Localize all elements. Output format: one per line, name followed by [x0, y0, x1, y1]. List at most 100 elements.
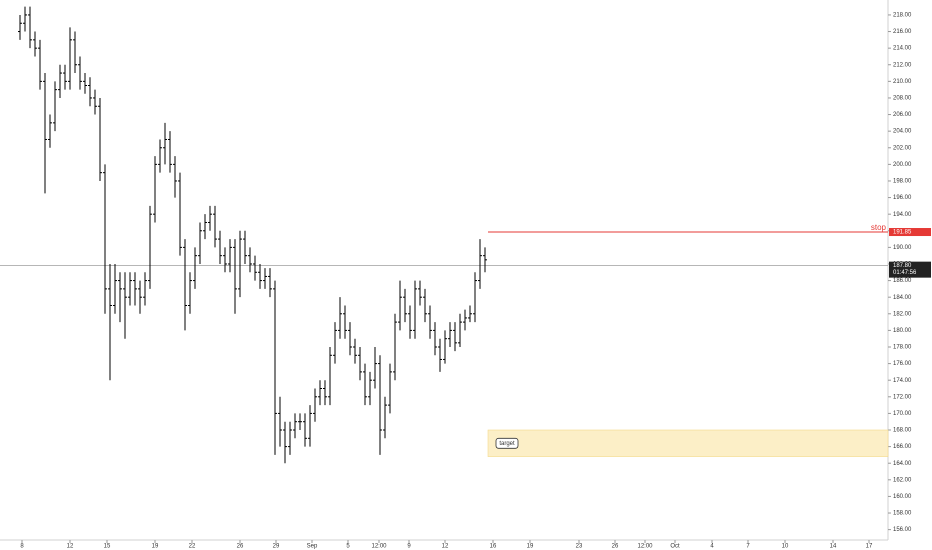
- y-tick-label: 198.00: [893, 179, 912, 185]
- ohlc-bar: [93, 89, 97, 115]
- x-tick-label: 12:00: [637, 544, 653, 550]
- ohlc-bar: [468, 305, 472, 323]
- y-tick-label: 178.00: [893, 345, 912, 351]
- stop-label: stop: [871, 223, 887, 232]
- x-tick-label: Sep: [307, 544, 318, 550]
- x-tick-label: 15: [104, 544, 111, 550]
- ohlc-bar: [78, 56, 82, 90]
- ohlc-bar: [193, 247, 197, 289]
- x-tick-label: 26: [237, 544, 244, 550]
- stop-price-box: [889, 228, 931, 237]
- y-tick-label: 196.00: [893, 195, 912, 201]
- y-tick-label: 180.00: [893, 328, 912, 334]
- ohlc-bar: [188, 272, 192, 314]
- x-tick-label: 19: [152, 544, 159, 550]
- y-tick-label: 158.00: [893, 511, 912, 517]
- x-tick-label: 14: [830, 544, 837, 550]
- ohlc-bar: [158, 139, 162, 173]
- y-tick-label: 186.00: [893, 278, 912, 284]
- y-tick-label: 202.00: [893, 145, 912, 151]
- ohlc-bar: [378, 355, 382, 455]
- ohlc-bar: [363, 363, 367, 406]
- y-tick-label: 162.00: [893, 477, 912, 483]
- y-tick-label: 206.00: [893, 112, 912, 118]
- ohlc-bar: [63, 64, 67, 90]
- last-price-box: [889, 261, 931, 278]
- y-tick-label: 208.00: [893, 96, 912, 102]
- ohlc-bar: [268, 268, 272, 298]
- ohlc-bar: [448, 322, 452, 347]
- x-tick-label: 7: [746, 544, 750, 550]
- ohlc-bar: [443, 330, 447, 364]
- ohlc-bar: [303, 413, 307, 447]
- last-price-label: 187.80: [893, 263, 912, 269]
- y-tick-label: 170.00: [893, 411, 912, 417]
- ohlc-bar: [33, 31, 37, 57]
- x-tick-label: 16: [490, 544, 497, 550]
- y-tick-label: 172.00: [893, 394, 912, 400]
- ohlc-bar: [118, 272, 122, 323]
- ohlc-bar: [198, 222, 202, 264]
- ohlc-bar: [133, 272, 137, 306]
- ohlc-bar: [323, 380, 327, 406]
- ohlc-bar: [313, 388, 317, 422]
- ohlc-bar: [283, 421, 287, 464]
- x-tick-label: Oct: [670, 544, 680, 550]
- ohlc-bar: [88, 77, 92, 107]
- ohlc-bar: [58, 64, 62, 98]
- ohlc-bar: [168, 131, 172, 173]
- target-label-box: [495, 437, 519, 449]
- y-tick-label: 214.00: [893, 46, 912, 52]
- ohlc-bar: [403, 288, 407, 323]
- ohlc-bar: [208, 205, 212, 231]
- ohlc-bar: [368, 371, 372, 406]
- ohlc-bar: [143, 272, 147, 306]
- ohlc-bar: [238, 230, 242, 298]
- ohlc-bar: [388, 363, 392, 414]
- ohlc-bar: [278, 396, 282, 447]
- ohlc-bar: [288, 421, 292, 455]
- ohlc-bar: [233, 239, 237, 314]
- y-tick-label: 182.00: [893, 311, 912, 317]
- ohlc-bar: [153, 156, 157, 223]
- ohlc-bar: [293, 413, 297, 439]
- ohlc-bar: [333, 322, 337, 364]
- y-tick-label: 174.00: [893, 378, 912, 384]
- ohlc-bar: [463, 309, 467, 331]
- ohlc-bar: [173, 156, 177, 198]
- x-tick-label: 26: [612, 544, 619, 550]
- ohlc-bar: [393, 313, 397, 381]
- ohlc-bar: [73, 31, 77, 74]
- ohlc-bar: [453, 322, 457, 352]
- y-tick-label: 212.00: [893, 62, 912, 68]
- ohlc-bar: [248, 247, 252, 273]
- ohlc-bar: [408, 305, 412, 339]
- ohlc-bar: [458, 313, 462, 347]
- ohlc-bar: [273, 280, 277, 455]
- ohlc-bar: [353, 338, 357, 364]
- y-tick-label: 184.00: [893, 295, 912, 301]
- x-tick-label: 17: [866, 544, 873, 550]
- x-tick-label: 12: [442, 544, 449, 550]
- ohlc-bar: [213, 205, 217, 248]
- y-tick-label: 166.00: [893, 444, 912, 450]
- ohlc-bar: [383, 396, 387, 439]
- x-tick-label: 23: [576, 544, 583, 550]
- x-tick-label: 12:00: [371, 544, 387, 550]
- ohlc-bar: [243, 230, 247, 264]
- x-tick-label: 8: [20, 544, 24, 550]
- y-tick-label: 200.00: [893, 162, 912, 168]
- ohlc-bar: [43, 73, 47, 194]
- x-tick-label: 29: [273, 544, 280, 550]
- ohlc-bar: [223, 247, 227, 273]
- ohlc-bar: [318, 380, 322, 406]
- ohlc-bar: [23, 6, 27, 32]
- y-tick-label: 204.00: [893, 129, 912, 135]
- target-label: target: [499, 441, 515, 447]
- ohlc-bar: [48, 114, 52, 148]
- ohlc-bar: [413, 280, 417, 339]
- ohlc-bar: [343, 305, 347, 339]
- ohlc-bar: [163, 122, 167, 165]
